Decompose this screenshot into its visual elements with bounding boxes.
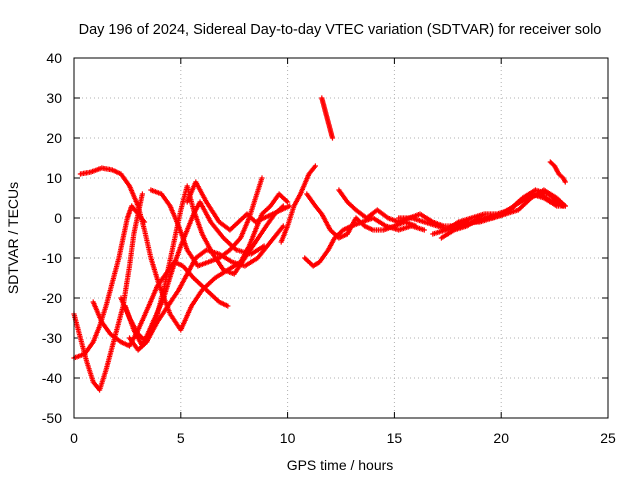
y-tick-label: -50 <box>42 410 62 426</box>
series-trace-9 <box>184 179 293 233</box>
x-tick-labels: 0 5 10 15 20 25 <box>70 430 616 446</box>
marker-path <box>148 175 265 269</box>
data-points <box>71 95 568 393</box>
marker-path <box>278 163 318 245</box>
series-trace-8 <box>148 175 265 269</box>
x-axis-label: GPS time / hours <box>287 457 394 473</box>
x-tick-label: 15 <box>387 430 403 446</box>
marker-path <box>547 159 568 185</box>
series-trace-12 <box>319 95 336 141</box>
x-tick-label: 0 <box>70 430 78 446</box>
chart-title: Day 196 of 2024, Sidereal Day-to-day VTE… <box>79 22 602 38</box>
x-tick-label: 20 <box>493 430 509 446</box>
y-tick-label: -30 <box>42 330 62 346</box>
x-tick-label: 25 <box>600 430 616 446</box>
y-tick-label: -40 <box>42 370 62 386</box>
y-tick-label: 0 <box>54 210 62 226</box>
y-tick-labels: -50 -40 -30 -20 -10 0 10 20 30 40 <box>42 50 62 426</box>
y-tick-label: -10 <box>42 250 62 266</box>
marker-path <box>319 95 336 141</box>
x-tick-label: 5 <box>177 430 185 446</box>
marker-path <box>438 191 568 241</box>
y-tick-label: 20 <box>46 130 62 146</box>
x-tick-label: 10 <box>280 430 296 446</box>
y-tick-label: -20 <box>42 290 62 306</box>
y-tick-label: 30 <box>46 90 62 106</box>
series-trace-18 <box>547 159 568 185</box>
y-tick-label: 10 <box>46 170 62 186</box>
marker-path <box>184 179 293 233</box>
y-tick-label: 40 <box>46 50 62 66</box>
series-trace-10 <box>278 163 318 245</box>
y-axis-label: SDTVAR / TECUs <box>5 182 21 294</box>
plot-frame <box>73 57 609 419</box>
series-trace-7 <box>126 223 286 353</box>
marker-path <box>126 223 286 353</box>
series-trace-17 <box>438 191 568 241</box>
